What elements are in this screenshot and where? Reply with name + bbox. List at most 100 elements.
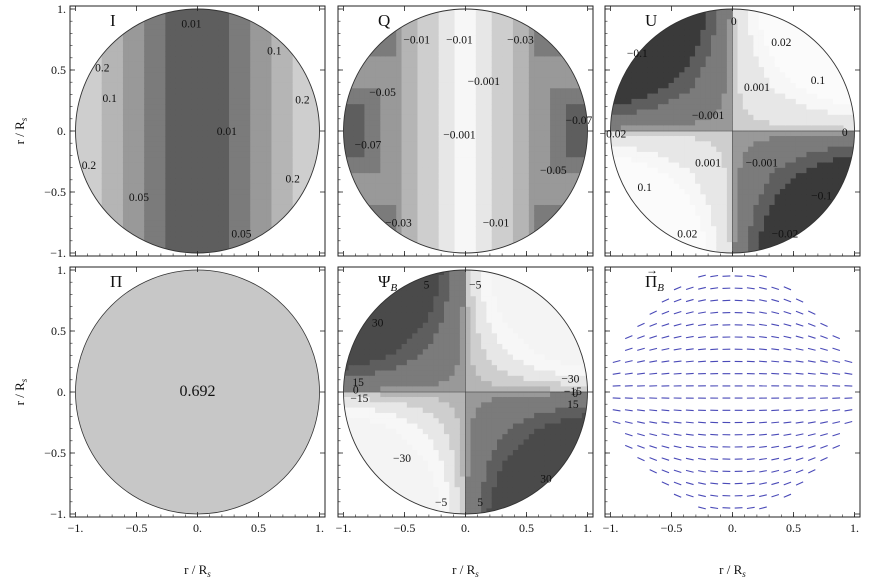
field-segment	[661, 372, 670, 375]
contour-label: 0.02	[677, 228, 697, 240]
field-segment	[807, 335, 816, 339]
field-segment	[783, 348, 792, 351]
field-segment	[783, 493, 792, 498]
field-segment	[746, 274, 755, 278]
contour-label: −0.01	[403, 35, 430, 47]
panel-title-main: Π	[110, 272, 122, 291]
field-segment	[795, 457, 804, 461]
field-segment	[759, 274, 767, 278]
contour-label: 5	[424, 280, 430, 292]
field-segment	[771, 493, 780, 498]
contour-label: −0.05	[369, 87, 396, 99]
contour-label: −0.07	[355, 139, 382, 151]
contour-label: −0.05	[540, 165, 567, 177]
field-segment	[795, 347, 804, 351]
field-segment	[637, 335, 645, 339]
contour-label: −0.1	[811, 191, 832, 203]
field-segment	[685, 311, 694, 315]
contour-label: −15	[564, 386, 582, 398]
field-segment	[783, 421, 792, 424]
field-segment	[783, 469, 792, 474]
field-segment	[673, 421, 682, 424]
field-segment	[649, 457, 658, 462]
field-segment	[673, 372, 682, 375]
panel-1: 1. 0.5 0. −0.5 −1. I 0.01 0.1 0.2 0.1 0.2 0.01 0.2 0.…	[44, 2, 326, 260]
contour-label: −0.03	[507, 35, 534, 47]
field-segment	[759, 311, 767, 314]
contour-label: 0.1	[102, 93, 117, 105]
contour-label: 0.02	[771, 37, 791, 49]
x-axis-label-sub: s	[475, 569, 479, 579]
field-segment	[698, 433, 706, 436]
field-segment	[710, 311, 719, 314]
field-segment	[746, 458, 755, 461]
y-tick-label: 0.	[57, 124, 66, 138]
field-segment	[649, 421, 658, 424]
field-segment	[637, 322, 645, 328]
x-tick-label: −0.5	[394, 521, 416, 535]
field-segment	[783, 335, 792, 339]
panel-title: ΨB	[378, 272, 398, 294]
field-segment	[759, 445, 767, 448]
field-segment	[746, 336, 755, 338]
field-segment	[844, 420, 853, 425]
y-tick-label: 0.	[57, 385, 66, 399]
y-tick-label: 0.5	[51, 324, 66, 338]
field-segment	[820, 372, 828, 375]
field-segment	[673, 310, 682, 315]
vector-field	[612, 274, 853, 510]
field-segment	[685, 481, 694, 486]
field-segment	[832, 347, 841, 352]
field-segment	[661, 433, 670, 437]
field-segment	[759, 348, 767, 351]
contour-label: −30	[561, 374, 579, 386]
x-axis-label: r / Rs	[719, 562, 746, 579]
field-segment	[685, 286, 694, 291]
field-segment	[673, 409, 682, 412]
field-segment	[783, 310, 792, 315]
contour-label: 0.1	[267, 45, 282, 57]
contour-label: 15	[352, 377, 364, 389]
panel-4: 1. 0.5 0. −0.5 −1.−1. −0.5 0. 0.5 1. Π 0.692	[44, 263, 326, 535]
field-segment	[673, 445, 682, 449]
field-segment	[795, 335, 804, 339]
field-segment	[746, 287, 755, 290]
field-segment	[783, 286, 792, 291]
field-segment	[624, 360, 633, 363]
field-segment	[649, 347, 658, 351]
field-segment	[771, 298, 780, 303]
x-tick-label: 0.	[193, 521, 202, 535]
x-axis-label: r / Rs	[184, 562, 211, 579]
field-segment	[637, 409, 645, 412]
panel-title-main: I	[110, 11, 116, 30]
field-segment	[759, 286, 767, 290]
field-segment	[673, 286, 682, 291]
panel-title-main: Q	[378, 11, 390, 30]
field-segment	[710, 446, 719, 448]
y-axis-label-main: r / R	[12, 121, 27, 144]
field-segment	[759, 360, 767, 363]
field-segment	[661, 323, 670, 327]
x-tick-label: 0.5	[786, 521, 801, 535]
field-segment	[771, 469, 780, 473]
contour-label: 30	[372, 317, 384, 329]
field-segment	[759, 421, 767, 424]
x-tick-label: 0.5	[519, 521, 534, 535]
field-segment	[624, 409, 633, 412]
field-segment	[661, 457, 670, 461]
field-segment	[771, 286, 780, 291]
contour-label: 0.1	[637, 182, 652, 194]
field-segment	[832, 335, 841, 340]
field-segment	[807, 322, 816, 327]
panel-title-main: U	[645, 11, 657, 30]
contour-label: −0.02	[772, 228, 799, 240]
field-segment	[698, 470, 706, 473]
field-segment	[759, 506, 767, 510]
x-axis-label-sub: s	[207, 569, 211, 579]
field-segment	[612, 409, 621, 412]
field-segment	[649, 372, 658, 375]
field-segment	[832, 409, 841, 412]
contour-label: 0.2	[295, 94, 310, 106]
field-segment	[673, 469, 682, 474]
